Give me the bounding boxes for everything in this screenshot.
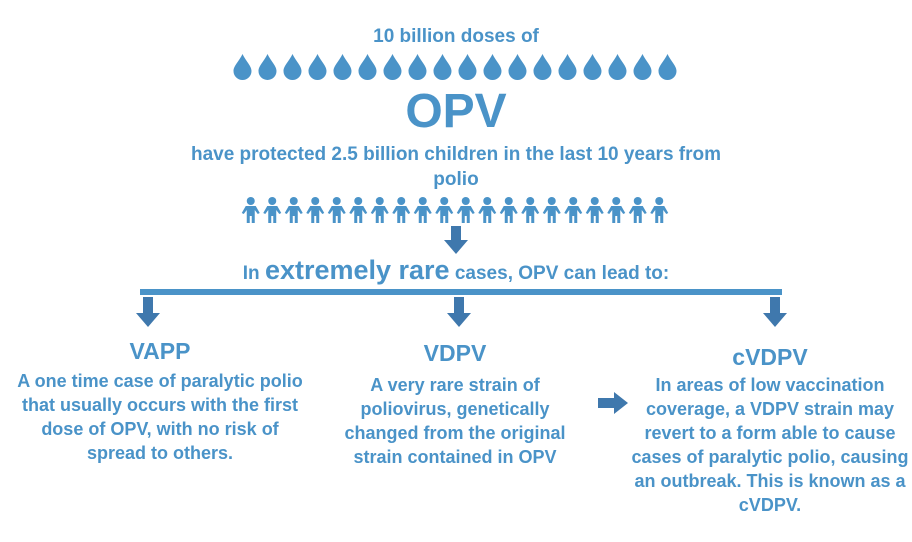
drop-icon [258, 54, 277, 80]
rare-suffix: cases, OPV can lead to: [454, 263, 670, 284]
vapp-description: A one time case of paralytic polio that … [17, 371, 303, 463]
drop-icon [233, 54, 252, 80]
child-icon [585, 197, 604, 223]
drop-icon [483, 54, 502, 80]
opv-title: OPV [405, 85, 507, 138]
cvdpv-title: cVDPV [732, 344, 808, 370]
child-icon [349, 197, 368, 223]
drop-icon [333, 54, 352, 80]
child-icon [521, 197, 540, 223]
child-icon [413, 197, 432, 223]
drop-icon [458, 54, 477, 80]
arrow-right-icon [598, 392, 628, 414]
children-row [241, 197, 669, 223]
child-icon [499, 197, 518, 223]
rare-emphasis: extremely rare [264, 255, 450, 285]
child-icon [327, 197, 346, 223]
drop-icon [633, 54, 652, 80]
cvdpv-description: In areas of low vaccination coverage, a … [631, 375, 909, 515]
drop-icon [358, 54, 377, 80]
child-icon [650, 197, 669, 223]
child-icon [306, 197, 325, 223]
vdpv-description: A very rare strain of poliovirus, geneti… [344, 375, 566, 467]
rare-cases-line: In extremely rare cases, OPV can lead to… [0, 254, 912, 290]
drop-icon [283, 54, 302, 80]
rare-prefix: In [242, 263, 260, 284]
child-icon [263, 197, 282, 223]
drop-icon [383, 54, 402, 80]
drop-icon [608, 54, 627, 80]
child-icon [564, 197, 583, 223]
drop-icon [408, 54, 427, 80]
branch-bar [140, 289, 782, 295]
arrow-down-icon [447, 297, 471, 327]
drop-icon [583, 54, 602, 80]
header-line-doses: 10 billion doses of [373, 26, 539, 47]
child-icon [370, 197, 389, 223]
child-icon [456, 197, 475, 223]
child-icon [628, 197, 647, 223]
drop-icon [433, 54, 452, 80]
drop-icon [658, 54, 677, 80]
drop-icon [308, 54, 327, 80]
child-icon [542, 197, 561, 223]
child-icon [392, 197, 411, 223]
arrow-down-icon [136, 297, 160, 327]
child-icon [284, 197, 303, 223]
child-icon [241, 197, 260, 223]
child-icon [607, 197, 626, 223]
arrow-down-icon [763, 297, 787, 327]
child-icon [478, 197, 497, 223]
vapp-title: VAPP [129, 338, 191, 364]
drops-row [233, 54, 677, 80]
drop-icon [533, 54, 552, 80]
arrow-down-icon [444, 226, 468, 254]
drop-icon [558, 54, 577, 80]
drop-icon [508, 54, 527, 80]
vdpv-title: VDPV [423, 340, 487, 366]
protect-text: have protected 2.5 billion children in t… [190, 144, 722, 190]
child-icon [435, 197, 454, 223]
